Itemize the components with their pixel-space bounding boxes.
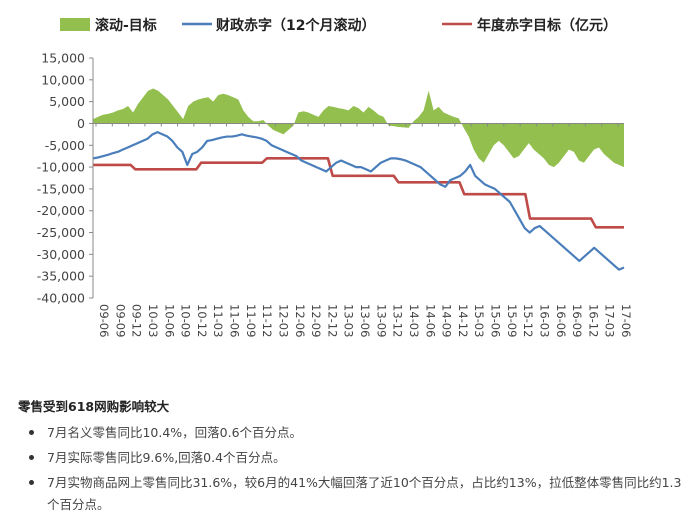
x-tick-label: 11-03 (211, 304, 225, 337)
x-tick-label: 11-09 (244, 304, 258, 337)
bullet-dot-icon (29, 430, 34, 435)
y-tick-label: -15,000 (37, 181, 85, 196)
area-rolling-minus-target (93, 88, 624, 168)
x-tick-label: 11-12 (260, 304, 274, 337)
x-tick-label: 16-06 (554, 304, 568, 337)
x-tick-label: 12-09 (309, 304, 323, 337)
y-tick-label: 15,000 (41, 51, 85, 66)
legend-label-rolling-minus-target: 滚动-目标 (95, 17, 157, 34)
plot-area (92, 88, 625, 271)
x-tick-label: 15-12 (521, 304, 535, 337)
bullet-dot-icon (29, 480, 34, 485)
x-tick-label: 10-06 (162, 304, 176, 337)
x-tick-label: 10-12 (195, 304, 209, 337)
x-tick-label: 16-03 (537, 304, 551, 337)
x-tick-label: 16-09 (570, 304, 584, 337)
legend: 滚动-目标 财政赤字（12个月滚动） 年度赤字目标（亿元） (60, 17, 617, 34)
x-tick-label: 09-12 (130, 304, 144, 337)
x-tick-label: 09-09 (113, 304, 127, 337)
y-tick-label: -30,000 (37, 247, 85, 262)
x-axis: 09-06 09-09 09-12 10-03 10-06 10-09 10-12 11-03… (93, 122, 633, 337)
x-tick-label: 10-03 (146, 304, 160, 337)
x-tick-label: 15-03 (472, 304, 486, 337)
line-fiscal-deficit-12m (92, 131, 625, 271)
x-tick-label: 15-09 (505, 304, 519, 337)
y-tick-label: 5,000 (49, 94, 85, 109)
y-tick-label: -25,000 (37, 225, 85, 240)
y-tick-label: 0 (77, 116, 85, 131)
x-tick-label: 14-03 (407, 304, 421, 337)
x-tick-label: 11-06 (228, 304, 242, 337)
x-tick-label: 09-06 (97, 304, 111, 337)
fiscal-deficit-chart: 滚动-目标 财政赤字（12个月滚动） 年度赤字目标（亿元） 15,000 10,0… (37, 17, 633, 337)
x-tick-label: 14-06 (423, 304, 437, 337)
line-annual-deficit-target (93, 157, 624, 229)
bullet-item: 7月名义零售同比10.4%，回落0.6个百分点。 (0, 422, 696, 444)
x-tick-label: 13-06 (358, 304, 372, 337)
x-tick-label: 13-03 (342, 304, 356, 337)
y-axis: 15,000 10,000 5,000 0 -5,000 -10,000 -15,000 -2… (37, 51, 94, 306)
bullet-text: 7月名义零售同比10.4%，回落0.6个百分点。 (47, 425, 303, 440)
x-tick-label: 12-12 (325, 304, 339, 337)
y-tick-label: -10,000 (37, 160, 85, 175)
bullet-item: 7月实物商品网上零售同比31.6%，较6月的41%大幅回落了近10个百分点，占比… (0, 472, 696, 516)
y-tick-label: -40,000 (37, 291, 85, 306)
bullet-item: 7月实际零售同比9.6%,回落0.4个百分点。 (0, 447, 696, 469)
x-tick-label: 13-12 (391, 304, 405, 337)
x-tick-label: 17-03 (603, 304, 617, 337)
x-tick-label: 10-09 (179, 304, 193, 337)
x-tick-label: 14-12 (456, 304, 470, 337)
legend-label-fiscal-deficit: 财政赤字（12个月滚动） (215, 17, 375, 34)
y-tick-label: 10,000 (41, 72, 85, 87)
x-tick-label: 12-03 (276, 304, 290, 337)
y-tick-label: -20,000 (37, 203, 85, 218)
bullet-list: 7月名义零售同比10.4%，回落0.6个百分点。 7月实际零售同比9.6%,回落… (0, 422, 696, 519)
bullet-dot-icon (29, 455, 34, 460)
bullet-text: 7月实物商品网上零售同比31.6%，较6月的41%大幅回落了近10个百分点，占比… (47, 475, 682, 512)
x-tick-label: 15-06 (489, 304, 503, 337)
x-tick-label: 14-09 (440, 304, 454, 337)
x-tick-label: 16-12 (586, 304, 600, 337)
y-tick-label: -5,000 (45, 138, 85, 153)
x-tick-label: 12-06 (293, 304, 307, 337)
article-heading: 零售受到618网购影响较大 (18, 399, 170, 414)
y-tick-label: -35,000 (37, 269, 85, 284)
x-tick-label: 13-09 (374, 304, 388, 337)
x-tick-label: 17-06 (619, 304, 633, 337)
bullet-text: 7月实际零售同比9.6%,回落0.4个百分点。 (47, 450, 286, 465)
legend-swatch-rolling-minus-target (60, 18, 90, 31)
legend-label-annual-target: 年度赤字目标（亿元） (477, 17, 617, 34)
